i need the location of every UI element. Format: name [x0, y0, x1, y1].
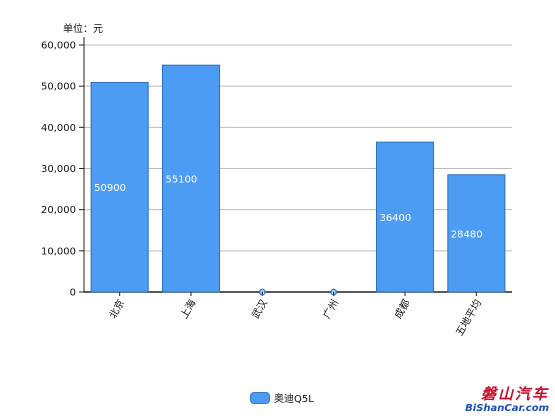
x-tick-label: 北京 [106, 297, 127, 321]
x-tick-label: 武汉 [249, 297, 270, 321]
y-tick-label: 40,000 [41, 123, 76, 134]
bar [447, 174, 506, 293]
unit-label: 单位：元 [63, 24, 103, 35]
watermark-logo-en: BiShanCar.com [465, 403, 549, 414]
legend-swatch [250, 391, 270, 404]
y-tick-label: 20,000 [41, 205, 76, 216]
x-tick-label: 上海 [177, 297, 198, 321]
y-tick-label: 30,000 [41, 164, 76, 175]
legend[interactable]: 奥迪Q5L [250, 390, 314, 405]
data-label: 55100 [165, 175, 197, 186]
data-label: 28480 [451, 229, 483, 240]
y-tick-label: 60,000 [41, 41, 76, 52]
data-label: 50900 [94, 183, 126, 194]
y-tick-label: 10,000 [41, 246, 76, 257]
legend-label: 奥迪Q5L [274, 394, 314, 405]
x-tick-label: 五地平均 [453, 297, 484, 338]
watermark-logo-cn: 磐山汽车 [480, 385, 549, 403]
x-tick-label: 广州 [321, 298, 341, 321]
y-tick-label: 0 [70, 288, 76, 299]
y-tick-label: 50,000 [41, 82, 76, 93]
x-tick-label: 成都 [392, 298, 412, 321]
data-label: 36400 [379, 213, 411, 224]
watermark: 磐山汽车 BiShanCar.com [465, 387, 549, 414]
bar [375, 141, 435, 293]
bar [90, 81, 149, 293]
